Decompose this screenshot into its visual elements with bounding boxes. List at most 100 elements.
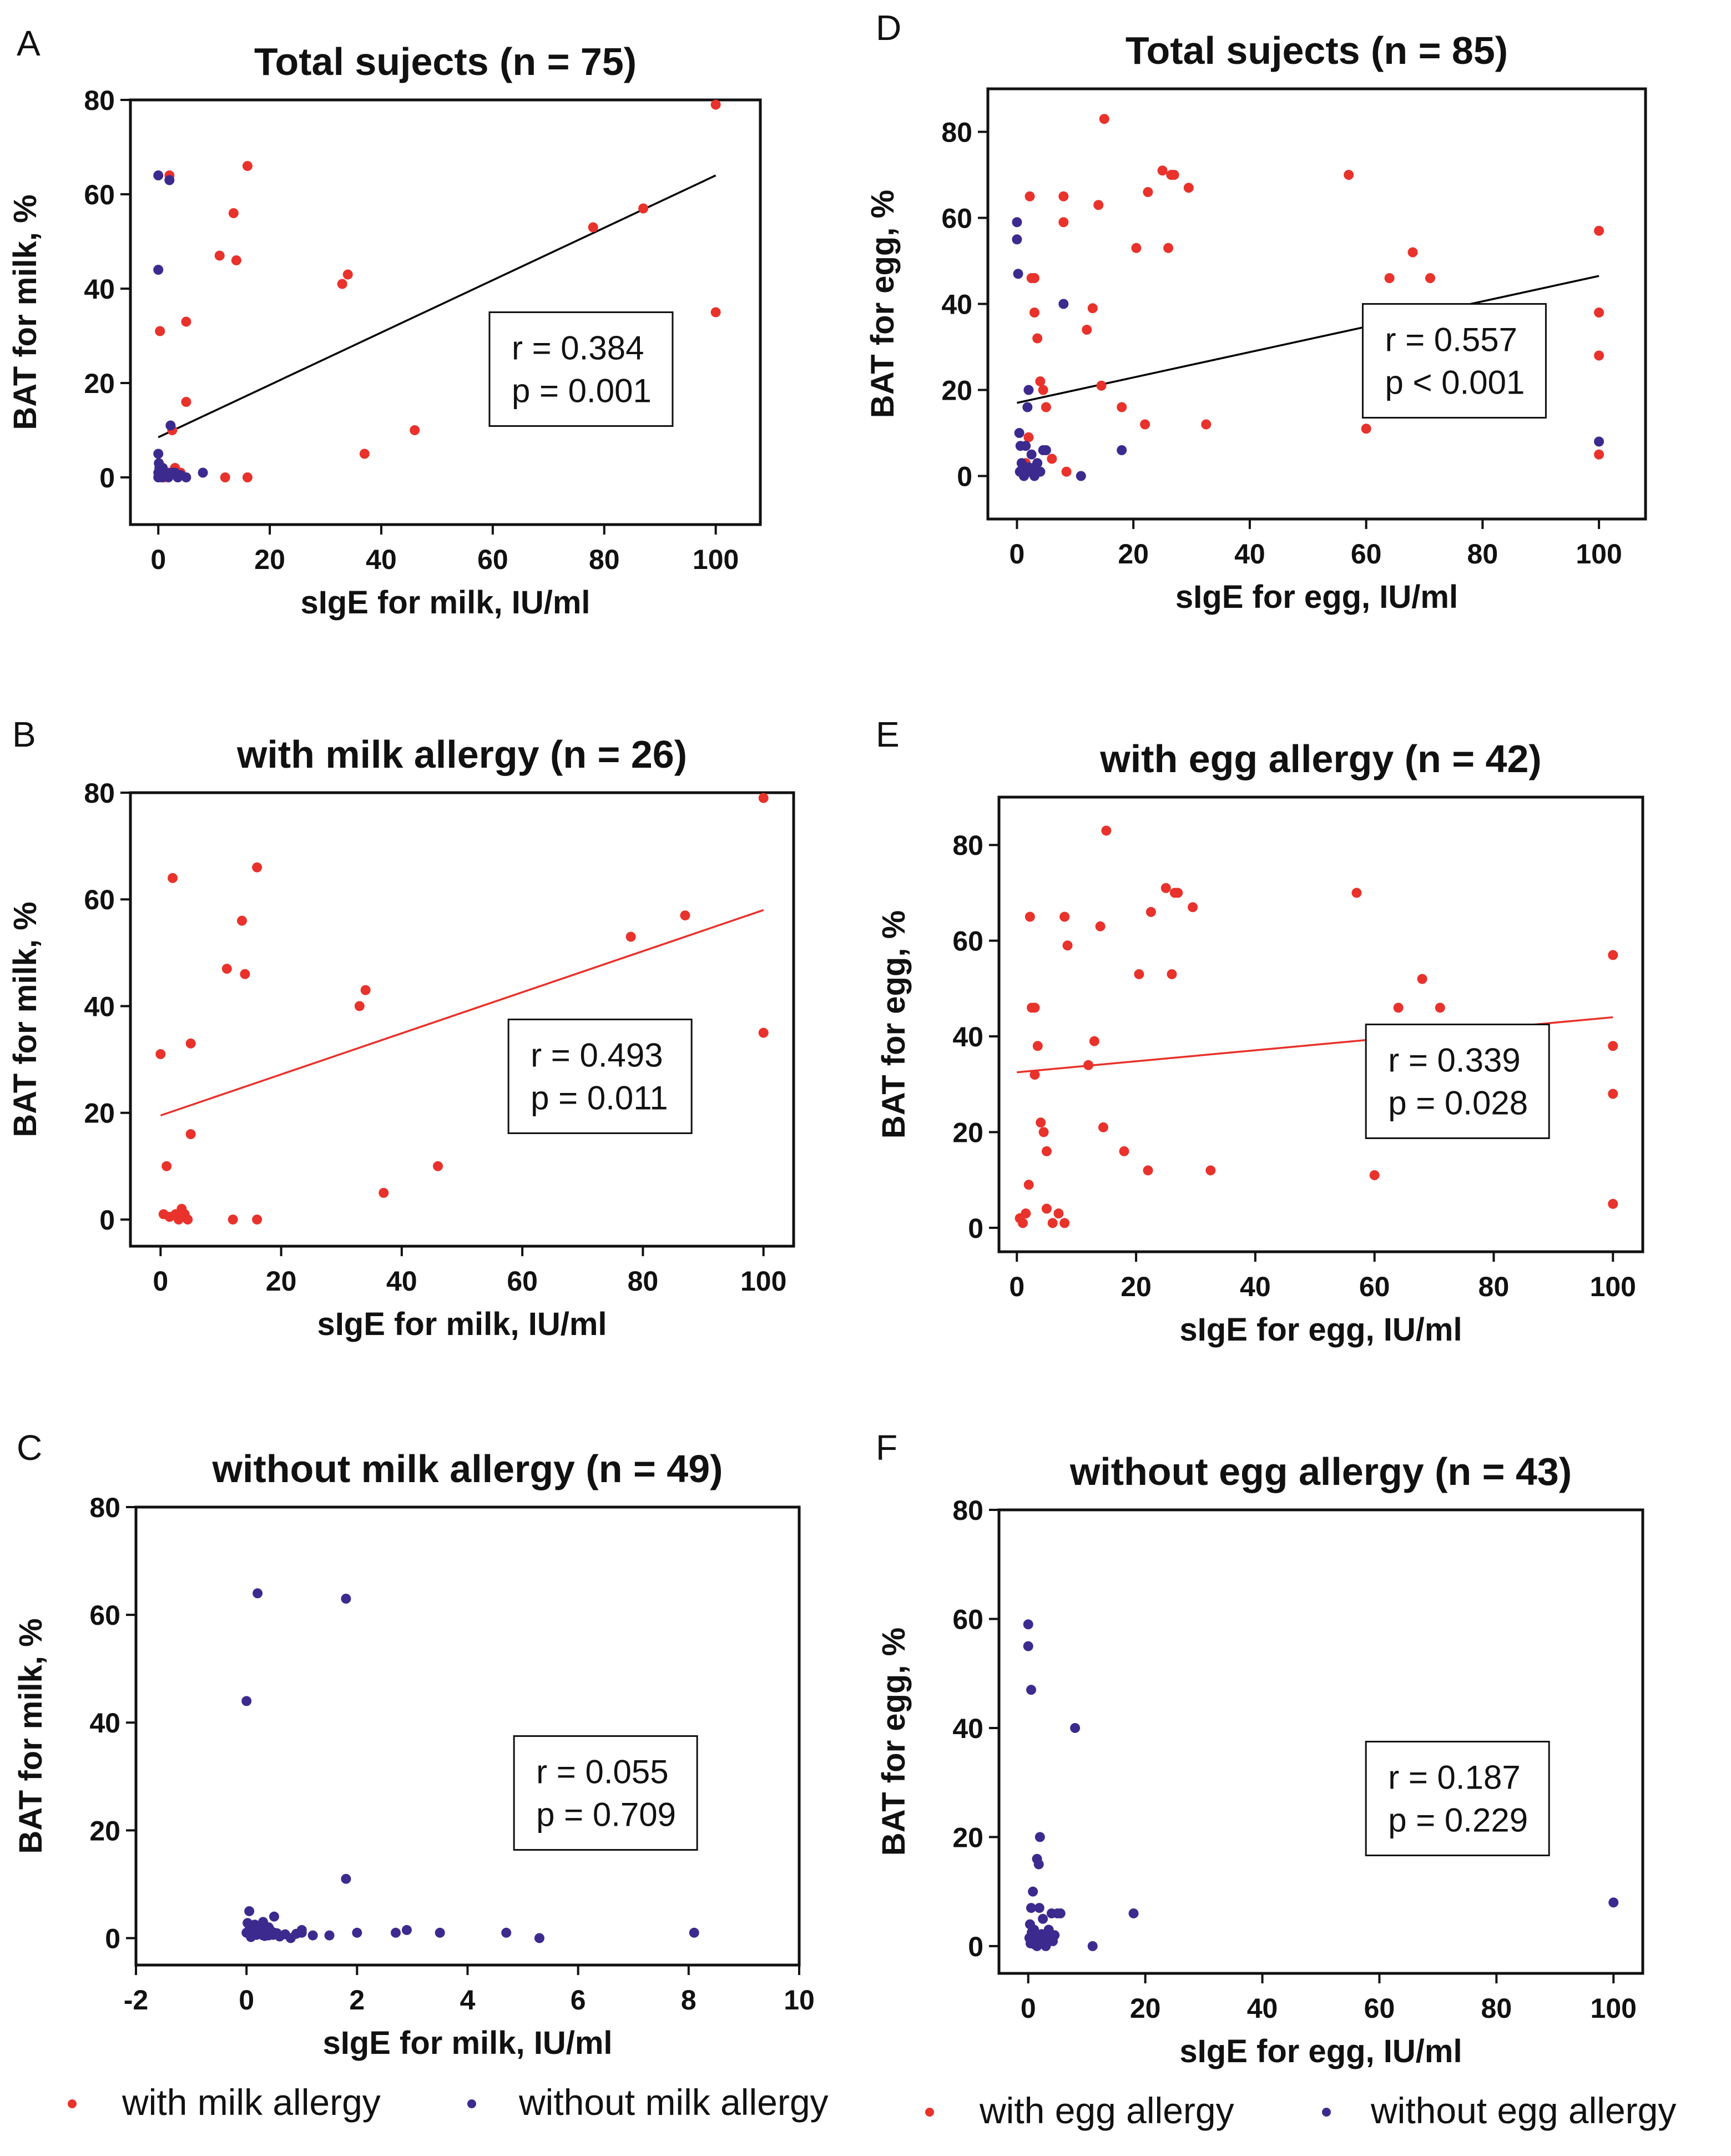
data-point xyxy=(433,1161,443,1171)
data-point xyxy=(1059,1218,1070,1228)
y-tick-label: 40 xyxy=(941,289,972,320)
data-point xyxy=(1095,921,1106,931)
chart-title: without milk allergy (n = 49) xyxy=(212,1447,723,1490)
stat-p: p = 0.709 xyxy=(536,1796,676,1833)
x-tick-label: 20 xyxy=(266,1266,297,1297)
data-point xyxy=(435,1927,445,1938)
data-point xyxy=(252,862,263,873)
data-point xyxy=(1023,1619,1033,1630)
data-point xyxy=(1140,419,1150,430)
x-tick-label: 0 xyxy=(1009,1271,1025,1302)
stats-box xyxy=(1361,303,1547,419)
series-without-milk-allergy xyxy=(241,1588,699,1943)
y-tick-label: 40 xyxy=(84,991,115,1022)
x-tick-label: 60 xyxy=(1364,1993,1395,2024)
y-axis-label: BAT for egg, % xyxy=(865,190,901,418)
data-point xyxy=(1025,191,1035,202)
x-tick-label: 100 xyxy=(1591,1993,1637,2024)
data-point xyxy=(1344,170,1354,180)
data-point xyxy=(268,1930,278,1940)
data-point xyxy=(1021,1208,1031,1219)
data-point xyxy=(164,175,175,185)
data-point xyxy=(638,203,649,214)
panel-letter: D xyxy=(876,8,901,48)
data-point xyxy=(1087,303,1098,314)
data-point xyxy=(170,1209,181,1220)
legend-marker xyxy=(925,2108,934,2117)
legend-item: with milk allergy xyxy=(68,2082,381,2123)
data-point xyxy=(1012,217,1022,228)
data-point xyxy=(1028,1886,1038,1897)
data-point xyxy=(1351,888,1362,898)
y-axis-label: BAT for milk, % xyxy=(7,901,43,1137)
stats-box xyxy=(1365,1741,1550,1856)
data-point xyxy=(1143,187,1153,197)
data-point xyxy=(155,1049,166,1059)
data-point xyxy=(185,1129,196,1140)
legend-marker xyxy=(68,2099,77,2108)
data-point xyxy=(352,1927,362,1938)
data-point xyxy=(1029,273,1039,283)
data-point xyxy=(1041,402,1051,412)
data-point xyxy=(1032,333,1043,344)
data-point xyxy=(1128,1908,1139,1918)
stats-box xyxy=(507,1019,693,1134)
data-point xyxy=(1026,1685,1036,1695)
data-point xyxy=(1608,1897,1619,1908)
x-tick-label: 100 xyxy=(693,544,739,575)
legend-item: with egg allergy xyxy=(925,2090,1234,2131)
data-point xyxy=(1594,308,1604,318)
y-tick-label: 60 xyxy=(89,1600,120,1631)
legend-marker xyxy=(467,2099,476,2108)
data-point xyxy=(220,472,230,482)
x-tick-label: 20 xyxy=(254,544,285,575)
regression-line xyxy=(1017,275,1599,404)
stat-p: p < 0.001 xyxy=(1385,364,1525,401)
data-point xyxy=(1041,1203,1052,1214)
data-point xyxy=(214,250,225,261)
data-point xyxy=(1022,402,1033,412)
panel-d: D Total sujects (n = 85) 0 20 40 60 80 100 0 20 40… xyxy=(865,8,1647,615)
data-point xyxy=(1093,200,1104,210)
data-point xyxy=(1019,471,1029,481)
x-tick-label: 2 xyxy=(349,1984,365,2016)
data-point xyxy=(1017,1218,1028,1228)
x-tick-label: 0 xyxy=(239,1984,254,2016)
y-tick-label: 60 xyxy=(84,179,115,210)
data-point xyxy=(1361,424,1371,434)
stats-box xyxy=(1365,1024,1550,1139)
data-point xyxy=(1021,441,1031,451)
data-point xyxy=(1417,974,1427,984)
y-tick-label: 60 xyxy=(952,1604,983,1635)
y-tick-label: 20 xyxy=(952,1822,983,1853)
chart-title: Total sujects (n = 75) xyxy=(254,40,637,83)
data-point xyxy=(1058,191,1069,202)
stat-p: p = 0.028 xyxy=(1388,1085,1528,1122)
data-point xyxy=(1076,471,1086,481)
x-tick-label: 0 xyxy=(150,544,166,575)
data-point xyxy=(242,472,253,482)
data-point xyxy=(228,208,239,218)
data-point xyxy=(1023,432,1034,442)
data-point xyxy=(1053,1208,1064,1219)
data-point xyxy=(291,1928,301,1939)
legend-item: without milk allergy xyxy=(467,2082,829,2123)
x-tick-label: 100 xyxy=(740,1266,786,1297)
data-point xyxy=(228,1214,238,1225)
data-point xyxy=(1384,273,1395,283)
data-point xyxy=(1594,225,1604,236)
data-point xyxy=(1047,1218,1058,1228)
stat-p: p = 0.001 xyxy=(512,372,652,410)
data-point xyxy=(1023,1180,1034,1190)
data-point xyxy=(1013,269,1023,279)
data-point xyxy=(1119,1146,1129,1156)
series-with-milk-allergy xyxy=(155,793,769,1225)
series-without-egg-allergy xyxy=(1023,1619,1619,1951)
data-point xyxy=(710,99,721,110)
data-point xyxy=(1425,273,1435,283)
series-without-milk-allergy xyxy=(153,170,208,482)
data-point xyxy=(710,307,721,318)
chart-title: Total sujects (n = 85) xyxy=(1126,29,1508,72)
x-tick-label: 60 xyxy=(1359,1271,1390,1302)
